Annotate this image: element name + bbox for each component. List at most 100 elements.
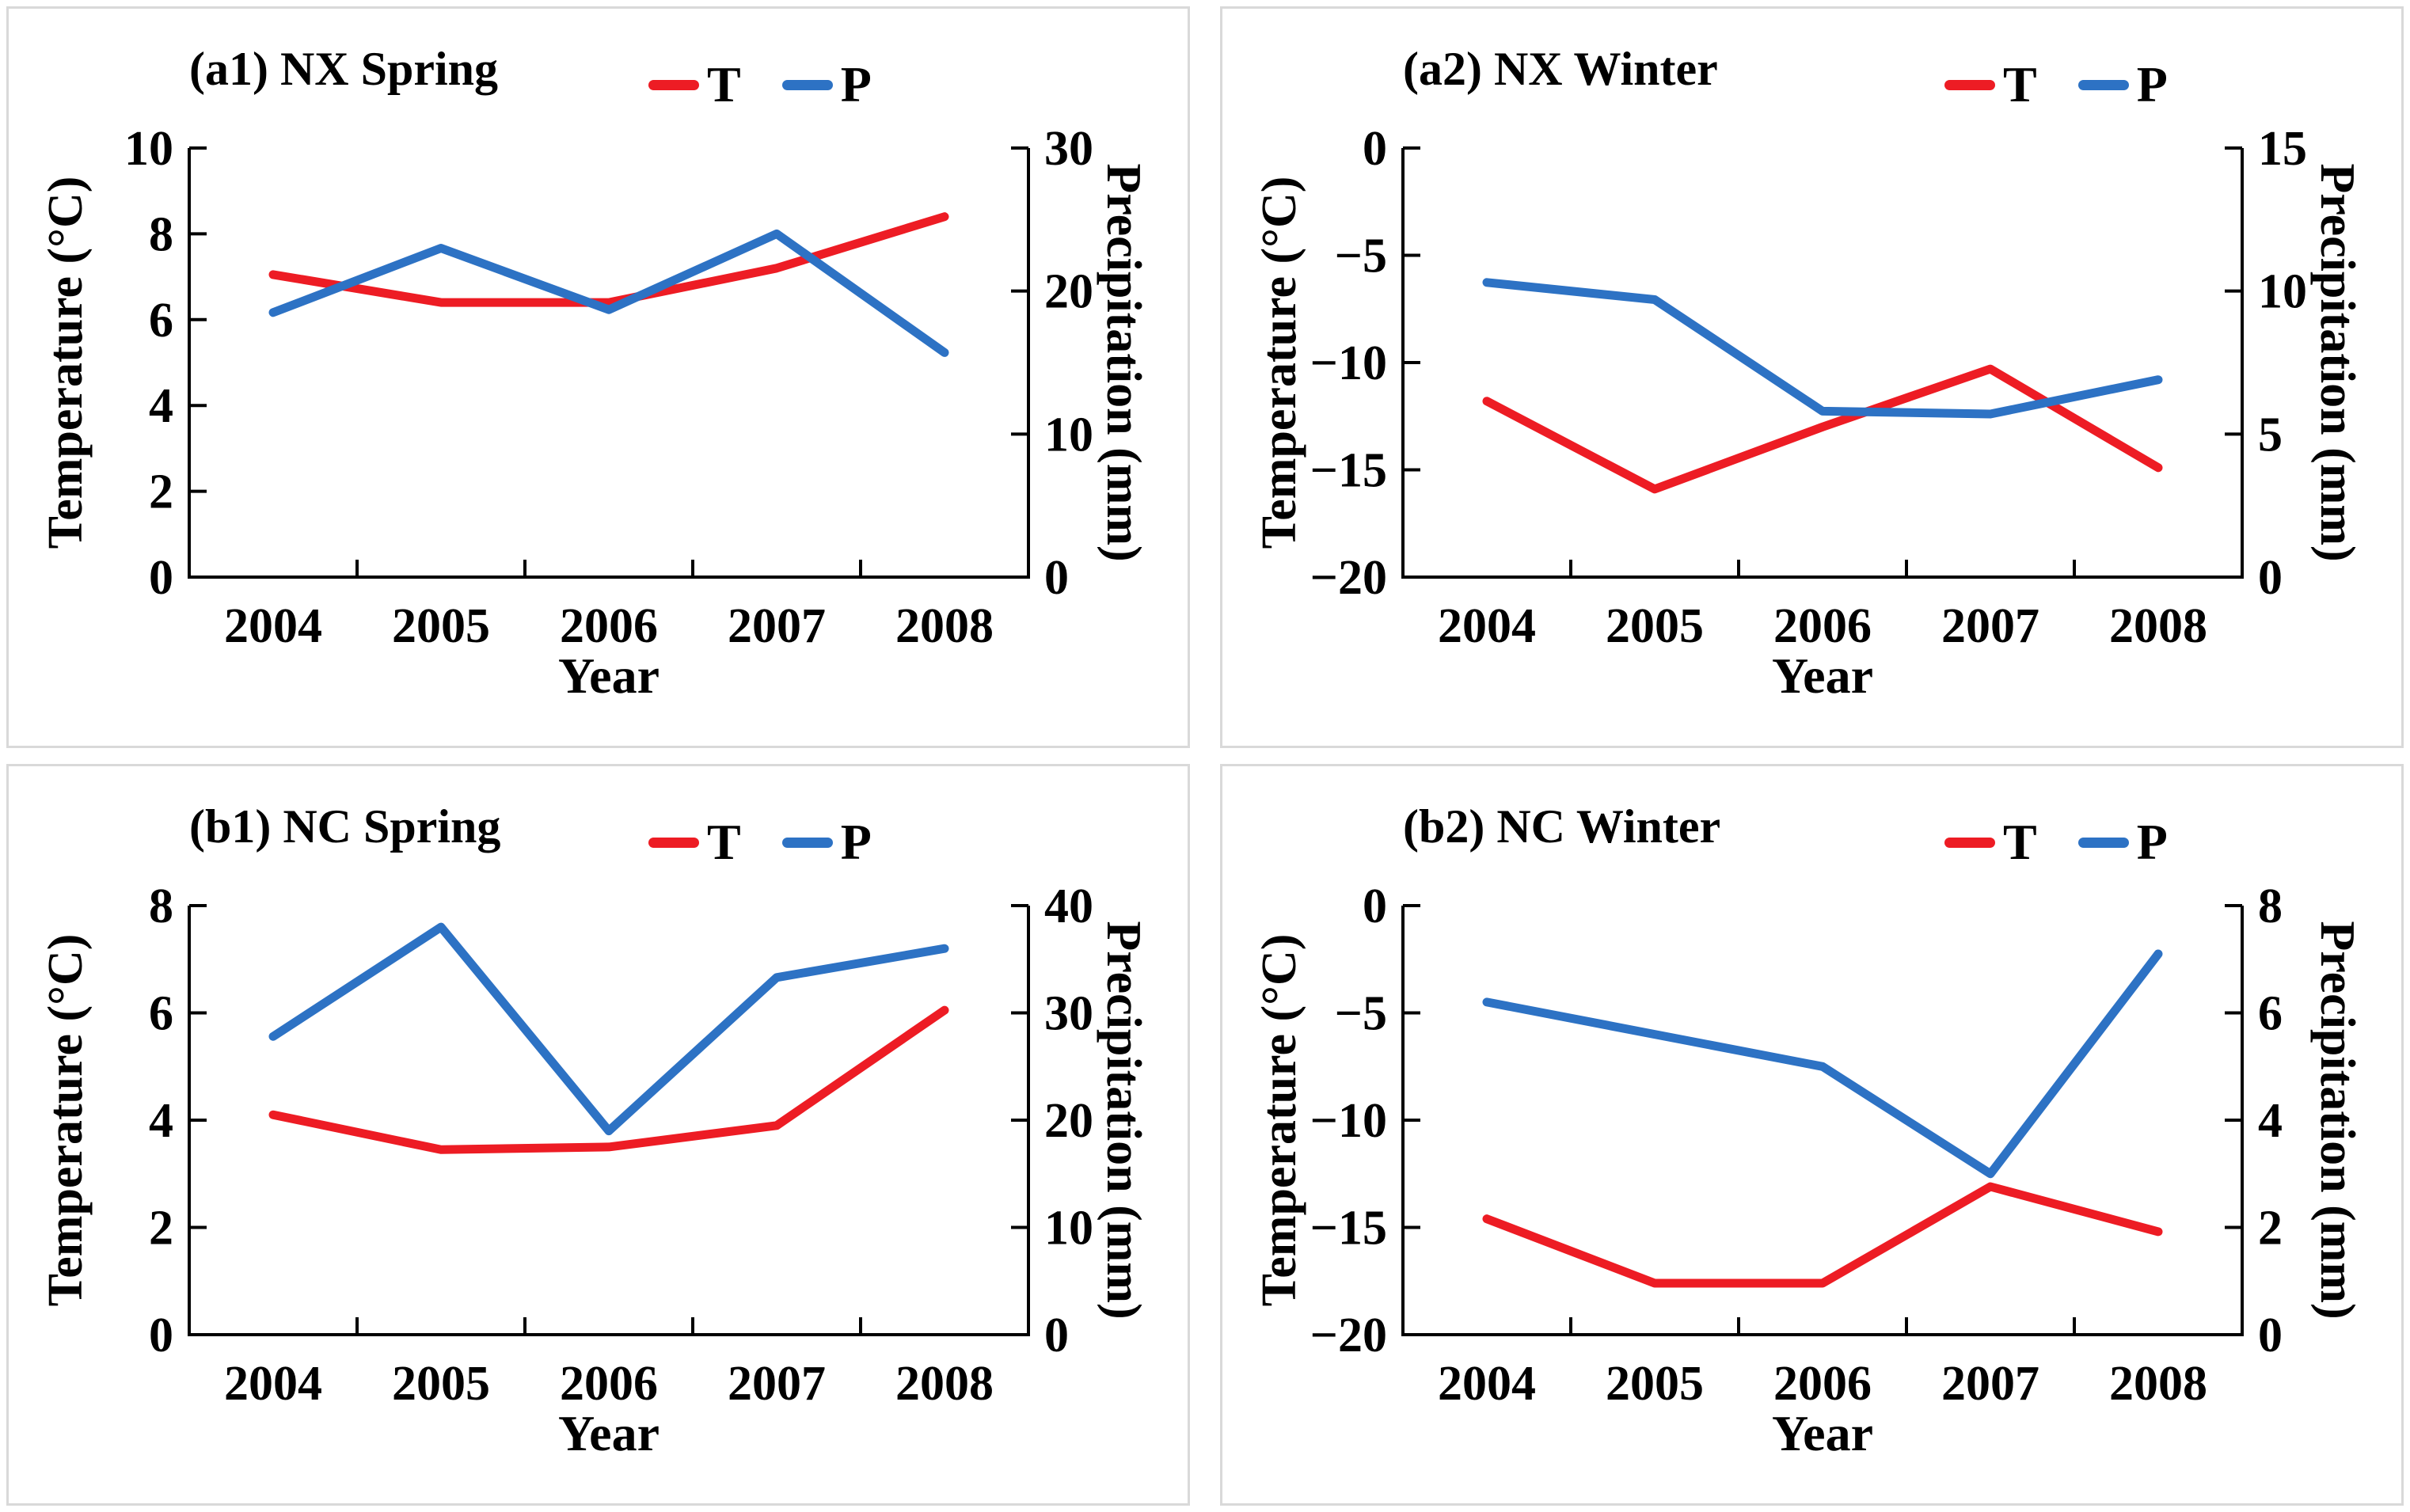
left-axis-tick-label: 2: [149, 465, 173, 519]
right-axis-tick-label: 20: [1044, 265, 1093, 319]
temperature-line: [268, 212, 949, 307]
right-axis-tick-label: 6: [2258, 987, 2283, 1041]
temperature-line-icon: [648, 837, 699, 848]
right-axis-tick-label: 30: [1044, 987, 1093, 1041]
left-axis-tick-label: 8: [149, 207, 173, 261]
chart-panel-b2-nc-winter: (b2) NC Winter T P Temperature (°C) Prec…: [1220, 764, 2404, 1506]
left-axis-tick-label: −10: [1310, 336, 1387, 390]
legend-item-temperature: T: [1944, 817, 2037, 868]
axis-frame: [1401, 906, 2244, 1336]
plot-area: 0 2 4 6 8 10 0 10 20 30 2004 2005 2006 2007 2008: [124, 122, 1093, 653]
x-axis-tick-label: 2007: [728, 599, 826, 653]
precipitation-line-icon: [2077, 79, 2129, 90]
x-axis-tick-label: 2007: [728, 1357, 826, 1411]
x-axis-title: Year: [1772, 648, 1873, 704]
temperature-line-icon: [1944, 837, 1995, 848]
right-axis-tick-label: 5: [2258, 408, 2283, 462]
legend-label-temperature: T: [2003, 814, 2037, 870]
left-axis-tick-label: 2: [149, 1202, 173, 1256]
right-axis-tick-label: 8: [2258, 879, 2283, 933]
legend-label-temperature: T: [707, 56, 741, 112]
left-axis-tick-label: 0: [1363, 879, 1387, 933]
right-axis-tick-label: 4: [2258, 1094, 2283, 1148]
right-axis-tick-label: 10: [1044, 408, 1093, 462]
temperature-line: [268, 1005, 949, 1154]
chart-title: (b2) NC Winter: [1403, 800, 1721, 853]
precipitation-line: [268, 229, 949, 357]
left-axis-tick-label: 4: [149, 1094, 173, 1148]
left-axis-tick-label: 4: [149, 379, 173, 433]
precipitation-line: [268, 922, 949, 1136]
x-axis-tick-label: 2007: [1941, 599, 2039, 653]
precipitation-line: [1482, 278, 2163, 419]
x-axis-tick-label: 2006: [560, 1357, 658, 1411]
x-axis-tick-label: 2004: [224, 1357, 322, 1411]
right-axis-tick-label: 2: [2258, 1202, 2283, 1256]
legend-item-temperature: T: [648, 817, 741, 868]
left-axis-tick-label: 10: [124, 122, 173, 176]
axis-frame: [1401, 148, 2244, 579]
right-axis-tick-label: 0: [1044, 1309, 1069, 1362]
left-axis-tick-label: −20: [1310, 551, 1387, 605]
left-axis-tick-label: 6: [149, 294, 173, 348]
x-axis-tick-label: 2006: [560, 599, 658, 653]
legend-label-precipitation: P: [840, 56, 872, 112]
x-axis-title: Year: [1772, 1405, 1873, 1461]
legend-item-temperature: T: [1944, 59, 2037, 110]
legend-label-precipitation: P: [2136, 56, 2168, 112]
x-axis-tick-label: 2006: [1773, 599, 1872, 653]
x-axis-title: Year: [558, 1405, 660, 1461]
axis-frame: [188, 148, 1030, 579]
precipitation-line-icon: [781, 837, 833, 848]
legend-item-temperature: T: [648, 59, 741, 110]
chart-title: (b1) NC Spring: [189, 800, 501, 853]
chart-legend: T P: [1944, 817, 2168, 868]
left-axis-tick-label: −10: [1310, 1094, 1387, 1148]
x-axis-tick-label: 2005: [392, 599, 490, 653]
left-axis-tick-label: 0: [149, 1309, 173, 1362]
right-axis-tick-label: 20: [1044, 1094, 1093, 1148]
left-axis-tick-label: 8: [149, 879, 173, 933]
left-axis-tick-label: 0: [149, 551, 173, 605]
left-axis-tick-label: −5: [1335, 987, 1387, 1041]
x-axis-tick-label: 2007: [1941, 1357, 2039, 1411]
right-axis-tick-label: 0: [2258, 551, 2283, 605]
right-axis-tick-label: 0: [1044, 551, 1069, 605]
legend-item-precipitation: P: [2077, 56, 2168, 112]
plot-area: −20 −15 −10 −5 0 0 2 4 6 8 2004 2005 2006 2007 2008: [1310, 879, 2283, 1411]
right-axis-tick-label: 0: [2258, 1309, 2283, 1362]
temperature-line: [1482, 364, 2163, 494]
x-axis-tick-label: 2005: [392, 1357, 490, 1411]
legend-label-temperature: T: [707, 814, 741, 870]
x-axis-tick-label: 2008: [895, 599, 994, 653]
legend-item-precipitation: P: [781, 814, 872, 870]
right-axis-tick-label: 40: [1044, 879, 1093, 933]
chart-panel-a2-nx-winter: (a2) NX Winter T P Temperature (°C) Prec…: [1220, 6, 2404, 748]
right-axis-tick-label: 15: [2258, 122, 2307, 176]
left-axis-tick-label: −15: [1310, 444, 1387, 498]
x-axis-title: Year: [558, 648, 660, 704]
x-axis-tick-label: 2005: [1606, 1357, 1704, 1411]
left-axis-tick-label: −15: [1310, 1202, 1387, 1256]
x-axis-tick-label: 2008: [895, 1357, 994, 1411]
right-axis-tick-label: 10: [2258, 265, 2307, 319]
legend-label-precipitation: P: [2136, 814, 2168, 870]
precipitation-line: [1482, 949, 2163, 1179]
left-axis-tick-label: 0: [1363, 122, 1387, 176]
figure-grid: (a1) NX Spring T P Temperature (°C) Prec…: [6, 6, 2404, 1506]
temperature-line: [1482, 1182, 2163, 1288]
x-axis-tick-label: 2004: [1438, 1357, 1536, 1411]
x-axis-tick-label: 2005: [1606, 599, 1704, 653]
right-axis-tick-label: 10: [1044, 1202, 1093, 1256]
x-axis-tick-label: 2006: [1773, 1357, 1872, 1411]
legend-label-precipitation: P: [840, 814, 872, 870]
chart-panel-a1-nx-spring: (a1) NX Spring T P Temperature (°C) Prec…: [6, 6, 1190, 748]
chart-title: (a2) NX Winter: [1403, 43, 1718, 95]
temperature-line-icon: [648, 79, 699, 90]
x-axis-tick-label: 2004: [1438, 599, 1536, 653]
chart-panel-b1-nc-spring: (b1) NC Spring T P Temperature (°C) Prec…: [6, 764, 1190, 1506]
left-axis-tick-label: −5: [1335, 230, 1387, 283]
left-axis-tick-label: −20: [1310, 1309, 1387, 1362]
x-axis-tick-label: 2008: [2109, 599, 2207, 653]
legend-item-precipitation: P: [781, 56, 872, 112]
